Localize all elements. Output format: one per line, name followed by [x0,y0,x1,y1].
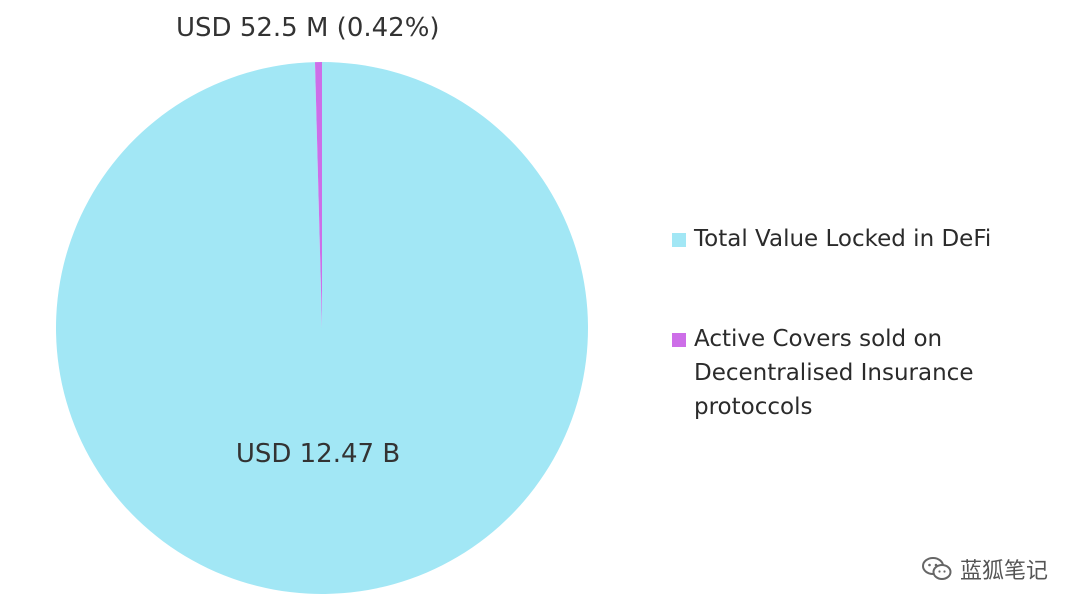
legend-item-covers: Active Covers sold on Decentralised Insu… [672,322,1032,424]
legend-swatch-tvl [672,233,686,247]
data-label-covers: USD 52.5 M (0.42%) [176,13,440,43]
legend-swatch-covers [672,333,686,347]
legend-item-tvl: Total Value Locked in DeFi [672,222,1032,256]
legend-label-covers: Active Covers sold on Decentralised Insu… [694,326,973,420]
legend-label-tvl: Total Value Locked in DeFi [694,226,991,252]
watermark: 蓝狐笔记 [922,553,1048,585]
watermark-text: 蓝狐笔记 [960,553,1048,585]
pie-slice-tvl [56,62,588,594]
data-label-tvl: USD 12.47 B [236,439,400,469]
chart-legend: Total Value Locked in DeFi Active Covers… [672,222,1032,424]
wechat-icon [922,556,952,582]
